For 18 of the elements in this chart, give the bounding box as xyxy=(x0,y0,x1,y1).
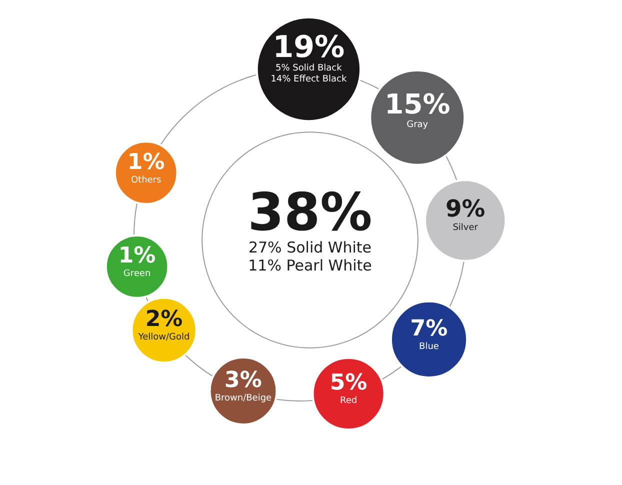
data-label: 15% xyxy=(384,90,450,121)
category-label: Others xyxy=(130,175,162,186)
data-label: 5% xyxy=(330,370,368,396)
data-label: 1% xyxy=(118,244,156,269)
data-label: 7% xyxy=(410,316,448,342)
category-label: Brown/Beige xyxy=(214,393,272,404)
category-label: 27% Solid White 11% Pearl White xyxy=(248,238,372,274)
category-label: Red xyxy=(340,396,358,406)
category-label: Gray xyxy=(406,120,429,130)
data-label: 1% xyxy=(127,150,165,175)
category-label: Green xyxy=(123,269,151,280)
category-label: 5% Solid Black 14% Effect Black xyxy=(270,64,348,85)
data-label: 9% xyxy=(446,194,486,223)
category-label: Silver xyxy=(452,223,478,234)
category-label: Yellow/Gold xyxy=(137,332,190,343)
data-label: 3% xyxy=(224,368,262,393)
data-label: 2% xyxy=(145,307,183,332)
category-label: Blue xyxy=(419,342,440,352)
